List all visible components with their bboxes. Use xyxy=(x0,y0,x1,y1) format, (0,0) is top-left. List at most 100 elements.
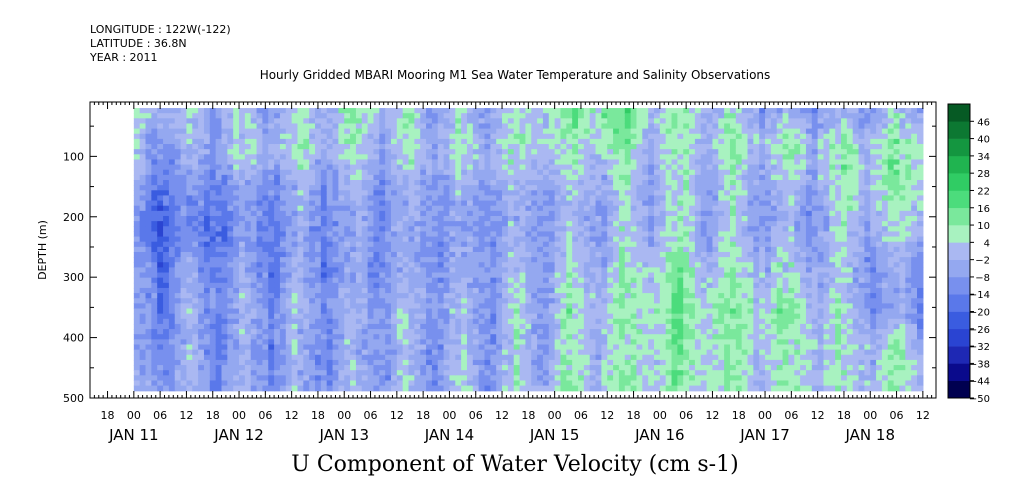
heatmap-cell xyxy=(163,159,170,166)
heatmap-cell xyxy=(326,293,334,299)
heatmap-cell xyxy=(466,231,474,238)
heatmap-cell xyxy=(239,293,246,299)
heatmap-cell xyxy=(478,241,486,248)
heatmap-cell xyxy=(361,210,369,217)
heatmap-cell xyxy=(654,241,661,248)
heatmap-cell xyxy=(262,190,269,197)
heatmap-cell xyxy=(560,370,567,376)
heatmap-cell xyxy=(373,180,380,186)
heatmap-cell xyxy=(531,144,538,150)
heatmap-cell xyxy=(174,210,182,217)
heatmap-cell xyxy=(542,251,550,258)
heatmap-cell xyxy=(560,236,567,243)
heatmap-cell xyxy=(303,267,310,274)
heatmap-cell xyxy=(233,174,240,181)
heatmap-cell xyxy=(426,133,433,140)
heatmap-cell xyxy=(344,323,351,330)
heatmap-cell xyxy=(385,354,392,361)
heatmap-cell xyxy=(350,190,357,197)
heatmap-cell xyxy=(607,329,614,335)
heatmap-cell xyxy=(519,334,527,340)
heatmap-cell xyxy=(344,200,351,207)
heatmap-cell xyxy=(548,159,556,166)
heatmap-cell xyxy=(618,205,626,212)
heatmap-cell xyxy=(396,149,404,155)
heatmap-cell xyxy=(525,113,532,119)
heatmap-cell xyxy=(338,185,345,191)
heatmap-cell xyxy=(560,118,567,125)
heatmap-cell xyxy=(291,190,299,197)
heatmap-cell xyxy=(560,349,567,356)
heatmap-cell xyxy=(326,215,334,222)
heatmap-cell xyxy=(437,164,445,171)
heatmap-cell xyxy=(262,277,269,284)
heatmap-cell xyxy=(630,118,638,125)
heatmap-cell xyxy=(437,385,445,392)
heatmap-cell xyxy=(256,164,264,171)
heatmap-cell xyxy=(513,277,521,284)
heatmap-cell xyxy=(630,313,638,320)
heatmap-cell xyxy=(139,138,147,145)
heatmap-cell xyxy=(466,154,474,161)
heatmap-cell xyxy=(221,334,228,340)
heatmap-cell xyxy=(250,354,258,361)
heatmap-cell xyxy=(636,257,643,263)
heatmap-cell xyxy=(636,190,643,197)
heatmap-cell xyxy=(221,272,228,279)
chart-title: Hourly Gridded MBARI Mooring M1 Sea Wate… xyxy=(259,68,771,82)
heatmap-cell xyxy=(180,164,188,171)
heatmap-cell xyxy=(519,349,527,356)
heatmap-cell xyxy=(402,231,410,238)
heatmap-cell xyxy=(507,272,515,279)
heatmap-cell xyxy=(145,334,152,340)
heatmap-cell xyxy=(326,313,334,320)
heatmap-cell xyxy=(256,380,264,387)
heatmap-cell xyxy=(262,293,269,299)
heatmap-cell xyxy=(624,385,632,392)
heatmap-cell xyxy=(578,200,585,207)
heatmap-cell xyxy=(326,344,334,351)
heatmap-cell xyxy=(367,128,375,135)
heatmap-cell xyxy=(355,149,363,155)
heatmap-cell xyxy=(466,251,474,258)
heatmap-cell xyxy=(624,185,632,191)
heatmap-cell xyxy=(350,241,357,248)
heatmap-cell xyxy=(309,293,316,299)
heatmap-cell xyxy=(355,108,363,114)
heatmap-cell xyxy=(595,149,602,155)
heatmap-cell xyxy=(659,246,667,253)
heatmap-cell xyxy=(244,236,252,243)
heatmap-cell xyxy=(507,205,515,212)
heatmap-cell xyxy=(233,370,240,376)
heatmap-cell xyxy=(344,267,351,274)
heatmap-cell xyxy=(262,144,269,150)
heatmap-cell xyxy=(595,303,602,310)
heatmap-cell xyxy=(519,231,527,238)
heatmap-cell xyxy=(239,329,246,335)
heatmap-cell xyxy=(192,205,199,212)
heatmap-cell xyxy=(309,359,316,366)
heatmap-cell xyxy=(624,164,632,171)
heatmap-cell xyxy=(560,375,567,382)
heatmap-cell xyxy=(198,221,205,227)
heatmap-cell xyxy=(338,231,345,238)
heatmap-cell xyxy=(607,185,614,191)
heatmap-cell xyxy=(303,123,310,130)
heatmap-cell xyxy=(542,349,550,356)
heatmap-cell xyxy=(443,215,451,222)
heatmap-cell xyxy=(595,257,602,263)
heatmap-cell xyxy=(315,385,322,392)
heatmap-cell xyxy=(443,359,451,366)
heatmap-cell xyxy=(613,313,620,320)
heatmap-cell xyxy=(548,128,556,135)
heatmap-cell xyxy=(209,365,217,371)
heatmap-cell xyxy=(180,257,188,263)
heatmap-cell xyxy=(198,313,205,320)
heatmap-cell xyxy=(262,236,269,243)
heatmap-cell xyxy=(268,323,275,330)
heatmap-cell xyxy=(595,318,602,325)
heatmap-cell xyxy=(420,354,427,361)
heatmap-cell xyxy=(554,354,562,361)
heatmap-cell xyxy=(379,370,386,376)
heatmap-cell xyxy=(654,118,661,125)
